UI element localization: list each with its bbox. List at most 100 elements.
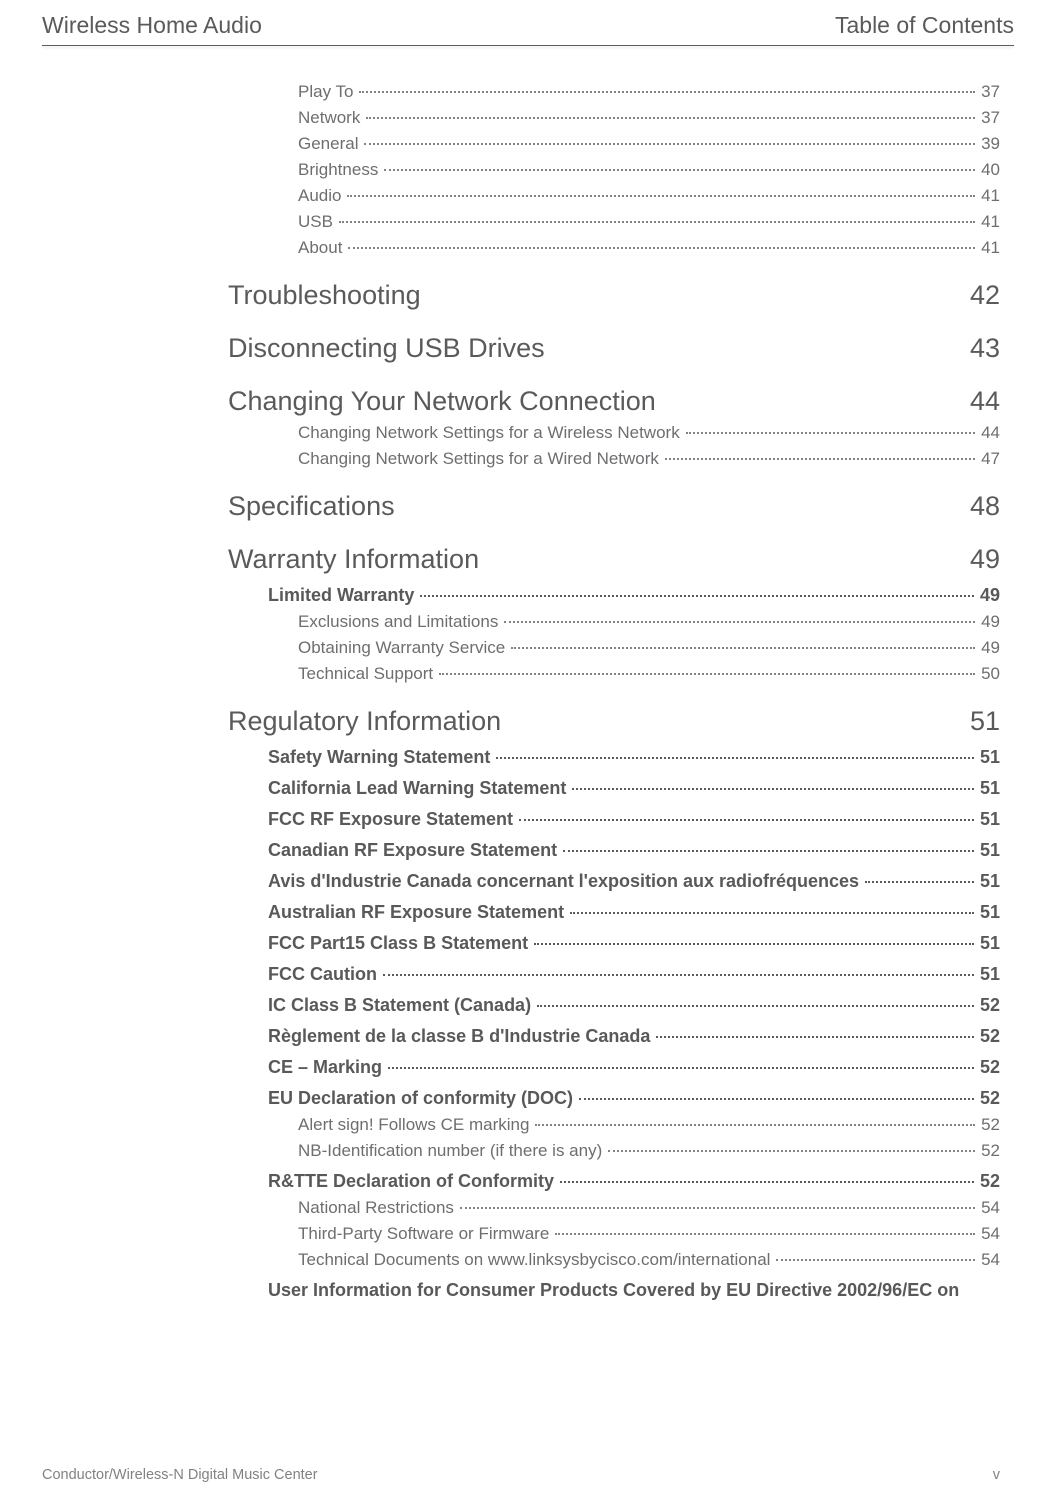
- toc-subentry-label: National Restrictions: [298, 1198, 454, 1218]
- toc-leader-dots: [383, 974, 974, 976]
- toc-section-page: 51: [980, 964, 1000, 985]
- toc-chapter-label: Specifications: [228, 491, 395, 522]
- toc-chapter: Specifications48: [228, 491, 1000, 522]
- toc-section-page: 51: [980, 933, 1000, 954]
- toc-subentry-page: 44: [981, 423, 1000, 443]
- toc-section: CE – Marking52: [268, 1057, 1000, 1078]
- toc-section-label: FCC Part15 Class B Statement: [268, 933, 528, 954]
- table-of-contents: Play To37 Network 37 General 39 Brightness 40 A…: [0, 82, 1056, 1301]
- toc-section: Règlement de la classe B d'Industrie Can…: [268, 1026, 1000, 1047]
- toc-chapter-page: 49: [970, 544, 1000, 575]
- toc-section: Safety Warning Statement51: [268, 747, 1000, 768]
- toc-subentry-page: 54: [981, 1224, 1000, 1244]
- toc-section-label: Safety Warning Statement: [268, 747, 490, 768]
- toc-chapter: Changing Your Network Connection44: [228, 386, 1000, 417]
- footer-left: Conductor/Wireless-N Digital Music Cente…: [42, 1467, 318, 1483]
- toc-section-page: 52: [980, 1026, 1000, 1047]
- toc-subentry: USB41: [298, 212, 1000, 232]
- toc-leader-dots: [665, 458, 975, 460]
- toc-leader-dots: [420, 595, 974, 597]
- toc-leader-dots: [339, 221, 975, 223]
- toc-leader-dots: [570, 912, 974, 914]
- toc-subentry-page: 54: [981, 1198, 1000, 1218]
- toc-section-label: Avis d'Industrie Canada concernant l'exp…: [268, 871, 859, 892]
- toc-subentry-label: USB: [298, 212, 333, 232]
- toc-subentry-label: Changing Network Settings for a Wired Ne…: [298, 449, 659, 469]
- toc-leader-dots: [572, 788, 974, 790]
- toc-leader-dots: [511, 647, 975, 649]
- toc-section-label: FCC RF Exposure Statement: [268, 809, 513, 830]
- toc-chapter-page: 42: [970, 280, 1000, 311]
- toc-leader-dots: [865, 881, 974, 883]
- toc-subentry-page: 54: [981, 1250, 1000, 1270]
- toc-section: FCC RF Exposure Statement 51: [268, 809, 1000, 830]
- toc-subentry-label: Third-Party Software or Firmware: [298, 1224, 549, 1244]
- toc-subentry-label: Changing Network Settings for a Wireless…: [298, 423, 680, 443]
- toc-subentry-page: 41: [981, 186, 1000, 206]
- toc-subentry-page: 39: [981, 134, 1000, 154]
- toc-section-label: Règlement de la classe B d'Industrie Can…: [268, 1026, 650, 1047]
- toc-section-label: R&TTE Declaration of Conformity: [268, 1171, 554, 1192]
- toc-subentry-page: 49: [981, 612, 1000, 632]
- toc-leader-dots: [608, 1150, 975, 1152]
- toc-subentry: Play To37: [298, 82, 1000, 102]
- header-rule: [42, 45, 1014, 46]
- header-right: Table of Contents: [835, 12, 1014, 39]
- toc-section-label: California Lead Warning Statement: [268, 778, 566, 799]
- toc-subentry: About41: [298, 238, 1000, 258]
- toc-leader-dots: [439, 673, 975, 675]
- toc-subentry-label: Exclusions and Limitations: [298, 612, 498, 632]
- toc-section: California Lead Warning Statement51: [268, 778, 1000, 799]
- toc-leader-dots: [555, 1233, 975, 1235]
- toc-section: Canadian RF Exposure Statement 51: [268, 840, 1000, 861]
- page: Wireless Home Audio Table of Contents Pl…: [0, 0, 1056, 1509]
- toc-subentry-page: 50: [981, 664, 1000, 684]
- toc-subentry: Alert sign! Follows CE marking52: [298, 1115, 1000, 1135]
- toc-leader-dots: [504, 621, 975, 623]
- toc-leader-dots: [366, 117, 975, 119]
- toc-leader-dots: [579, 1098, 974, 1100]
- toc-subentry-page: 37: [981, 108, 1000, 128]
- toc-section-label: Canadian RF Exposure Statement: [268, 840, 557, 861]
- toc-chapter-label: Disconnecting USB Drives: [228, 333, 545, 364]
- toc-subentry: NB-Identification number (if there is an…: [298, 1141, 1000, 1161]
- header-left: Wireless Home Audio: [42, 12, 262, 39]
- toc-subentry-label: General: [298, 134, 358, 154]
- toc-chapter-label: Regulatory Information: [228, 706, 501, 737]
- toc-section-label: EU Declaration of conformity (DOC): [268, 1088, 573, 1109]
- toc-subentry-label: Technical Support: [298, 664, 433, 684]
- running-footer: Conductor/Wireless-N Digital Music Cente…: [42, 1467, 1000, 1483]
- toc-subentry-label: Play To: [298, 82, 353, 102]
- toc-subentry: Exclusions and Limitations 49: [298, 612, 1000, 632]
- toc-section-label: FCC Caution: [268, 964, 377, 985]
- toc-section: Australian RF Exposure Statement 51: [268, 902, 1000, 923]
- toc-section-page: 51: [980, 902, 1000, 923]
- toc-chapter-label: Troubleshooting: [228, 280, 421, 311]
- toc-subentry-page: 40: [981, 160, 1000, 180]
- toc-leader-dots: [460, 1207, 975, 1209]
- toc-leader-dots: [364, 143, 975, 145]
- toc-section-page: 52: [980, 1057, 1000, 1078]
- toc-leader-dots: [534, 943, 974, 945]
- toc-subentry-label: NB-Identification number (if there is an…: [298, 1141, 602, 1161]
- toc-chapter-page: 43: [970, 333, 1000, 364]
- toc-section-page: 51: [980, 840, 1000, 861]
- toc-subentry: Network 37: [298, 108, 1000, 128]
- toc-section-label: Australian RF Exposure Statement: [268, 902, 564, 923]
- toc-leader-dots: [535, 1124, 975, 1126]
- toc-chapter-label: Warranty Information: [228, 544, 479, 575]
- toc-leader-dots: [348, 247, 975, 249]
- toc-section-page: 52: [980, 1171, 1000, 1192]
- toc-leader-dots: [347, 195, 975, 197]
- toc-leader-dots: [563, 850, 974, 852]
- toc-subentry: Changing Network Settings for a Wired Ne…: [298, 449, 1000, 469]
- toc-subentry-label: Audio: [298, 186, 341, 206]
- toc-subentry-label: Obtaining Warranty Service: [298, 638, 505, 658]
- toc-subentry: National Restrictions 54: [298, 1198, 1000, 1218]
- toc-section: R&TTE Declaration of Conformity 52: [268, 1171, 1000, 1192]
- toc-section-label: IC Class B Statement (Canada): [268, 995, 531, 1016]
- toc-section: IC Class B Statement (Canada)52: [268, 995, 1000, 1016]
- toc-section-page: 51: [980, 809, 1000, 830]
- toc-subentry-label: Brightness: [298, 160, 378, 180]
- toc-subentry-label: Network: [298, 108, 360, 128]
